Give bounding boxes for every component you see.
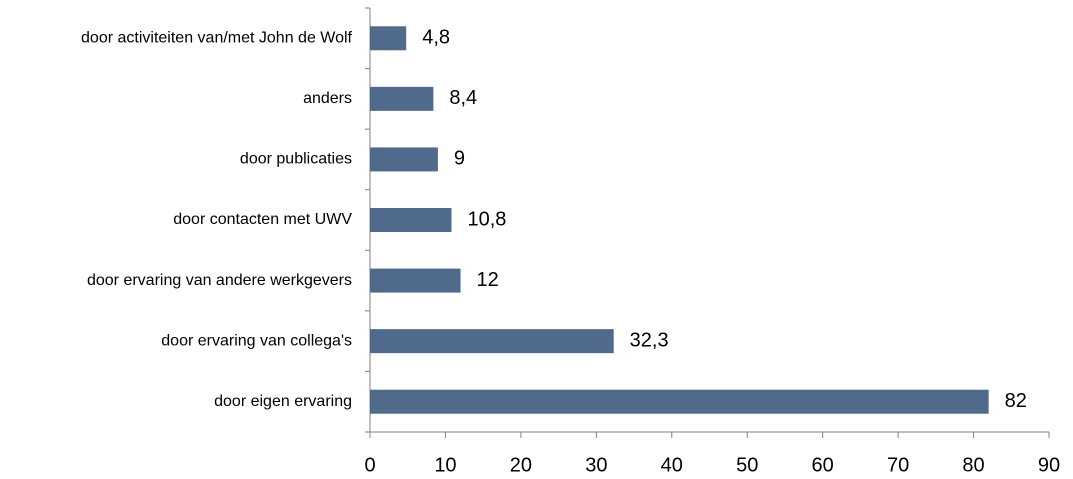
- value-label: 32,3: [630, 329, 669, 351]
- x-tick-label: 30: [585, 454, 607, 476]
- x-tick-label: 70: [887, 454, 909, 476]
- x-tick-label: 20: [510, 454, 532, 476]
- bar: [370, 329, 614, 354]
- bar: [370, 268, 461, 293]
- category-label: anders: [303, 90, 352, 107]
- x-tick-label: 10: [434, 454, 456, 476]
- value-label: 8,4: [449, 87, 477, 109]
- value-label: 4,8: [422, 27, 450, 49]
- bar: [370, 86, 434, 111]
- bar: [370, 208, 452, 232]
- category-label: door publicaties: [240, 151, 352, 168]
- x-tick-label: 80: [962, 454, 984, 476]
- value-label: 10,8: [467, 208, 506, 230]
- bar: [370, 147, 438, 172]
- x-tick-label: 0: [364, 454, 375, 476]
- value-label: 9: [454, 148, 465, 170]
- bar: [370, 389, 989, 414]
- category-label: door ervaring van collega's: [161, 332, 352, 349]
- category-label: door ervaring van andere werkgevers: [87, 272, 352, 289]
- x-tick-label: 50: [736, 454, 758, 476]
- value-label: 82: [1005, 390, 1027, 412]
- category-label: door eigen ervaring: [214, 393, 352, 410]
- x-tick-label: 60: [812, 454, 834, 476]
- category-label: door contacten met UWV: [173, 211, 352, 228]
- bar: [370, 26, 407, 51]
- x-tick-label: 90: [1038, 454, 1060, 476]
- category-label: door activiteiten van/met John de Wolf: [81, 30, 353, 47]
- value-label: 12: [477, 269, 499, 291]
- x-tick-label: 40: [661, 454, 683, 476]
